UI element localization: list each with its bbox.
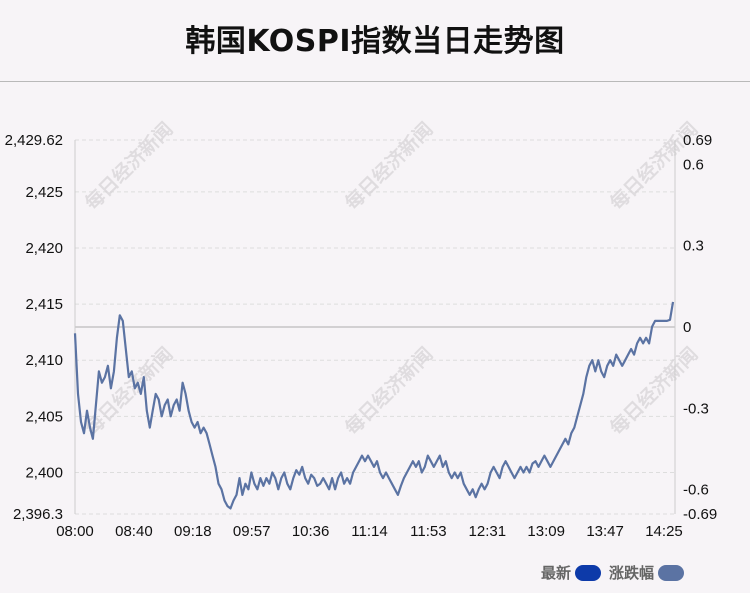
- x-tick-label: 10:36: [292, 523, 330, 540]
- x-tick-label: 09:18: [174, 523, 212, 540]
- left-tick-label: 2,415: [25, 296, 63, 313]
- grid-lines: [75, 139, 675, 515]
- x-tick-label: 08:00: [56, 523, 94, 540]
- legend-label-change: 涨跌幅: [608, 564, 654, 582]
- left-tick-label: 2,425: [25, 184, 63, 201]
- right-tick-label: -0.6: [683, 482, 709, 499]
- legend-label-latest: 最新: [540, 564, 571, 582]
- right-tick-label: 0.6: [683, 156, 704, 173]
- x-tick-label: 13:09: [527, 523, 565, 540]
- right-tick-label: 0.69: [683, 132, 712, 149]
- watermark-text: 每日经济新闻: [605, 343, 702, 440]
- left-tick-label: 2,410: [25, 352, 63, 369]
- x-tick-label: 11:53: [410, 523, 446, 540]
- title-divider: [0, 81, 750, 82]
- x-axis-ticks: 08:00 08:40 09:18 09:57 10:36 11:14 11:53 12:31…: [56, 523, 683, 540]
- watermark-text: 每日经济新闻: [80, 118, 177, 215]
- series-line-latest: [73, 301, 675, 510]
- left-tick-label: 2,429.62: [5, 132, 63, 149]
- legend: 最新 涨跌幅: [541, 562, 684, 583]
- x-tick-label: 14:25: [645, 523, 683, 540]
- legend-item-change[interactable]: 涨跌幅: [609, 562, 684, 583]
- right-tick-label: -0.69: [683, 506, 717, 523]
- left-tick-label: 2,396.3: [13, 506, 63, 523]
- left-tick-label: 2,420: [25, 240, 63, 257]
- chart-title: 韩国KOSPI指数当日走势图: [185, 24, 565, 59]
- left-tick-label: 2,405: [25, 408, 63, 425]
- legend-swatch-change: [658, 564, 684, 581]
- x-tick-label: 09:57: [233, 523, 271, 540]
- watermark-text: 每日经济新闻: [340, 343, 437, 440]
- right-tick-label: 0: [683, 319, 691, 336]
- watermark-text: 每日经济新闻: [340, 118, 437, 215]
- left-tick-label: 2,400: [25, 464, 63, 481]
- x-tick-label: 12:31: [469, 523, 507, 540]
- legend-swatch-latest: [574, 564, 601, 581]
- right-tick-label: 0.3: [683, 238, 704, 255]
- right-axis-ticks: 0.69 0.6 0.3 0 -0.3 -0.6 -0.69: [683, 132, 717, 523]
- x-tick-label: 11:14: [351, 523, 387, 540]
- right-tick-label: -0.3: [683, 400, 709, 417]
- x-tick-label: 13:47: [586, 523, 624, 540]
- x-tick-label: 08:40: [115, 523, 153, 540]
- legend-item-latest[interactable]: 最新: [541, 562, 601, 583]
- left-axis-ticks: 2,429.62 2,425 2,420 2,415 2,410 2,405 2,400 2,…: [5, 132, 63, 523]
